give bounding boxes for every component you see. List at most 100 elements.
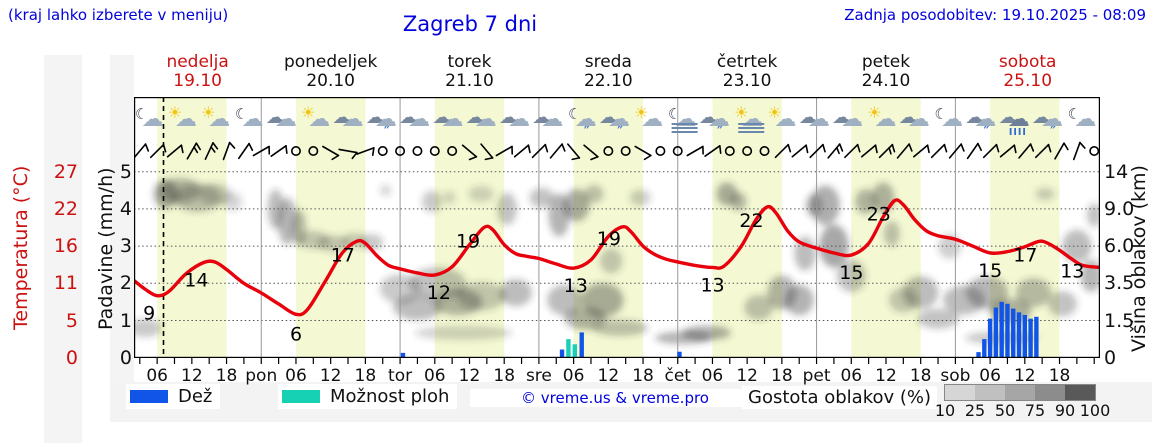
temperature-tick: 16 [53, 235, 78, 258]
day-header-sreda: sreda 22.10 [543, 53, 673, 91]
cloud-blob [916, 308, 960, 329]
x-tick-label: sob [940, 366, 970, 386]
temperature-value-label: 15 [839, 262, 863, 284]
temperature-curve [134, 198, 1100, 317]
svg-text:☁: ☁ [575, 107, 597, 132]
temperature-value-label: 19 [597, 228, 621, 250]
svg-text:″: ″ [617, 125, 623, 140]
calm-wind-icon [290, 145, 301, 156]
svg-text:☁: ☁ [874, 107, 896, 132]
weather-icon-cloud: ☁☁ [333, 107, 364, 132]
svg-text:☁: ☁ [308, 107, 330, 132]
wind-barb-icon [204, 142, 219, 160]
precipitation-tick: 4 [119, 197, 132, 220]
temperature-value-label: 23 [867, 204, 891, 226]
weather-icon-cloud: ☁☁ [466, 107, 497, 132]
cloud-blob [1035, 187, 1055, 201]
precipitation-tick: 0 [119, 346, 132, 369]
x-tick-label: 06 [563, 366, 585, 386]
cloud-density-gradient [944, 384, 1096, 401]
cloud-blob [855, 188, 877, 215]
svg-text:☁: ☁ [541, 107, 563, 132]
day-date: 23.10 [722, 71, 772, 91]
cloud-blob [529, 187, 554, 208]
cloud-blob [222, 192, 243, 211]
calm-wind-icon [395, 145, 406, 156]
temperature-point-labels: 9 14 6 17 12 19 13 19 13 22 15 23 15 17 13 [143, 204, 1084, 346]
svg-text:☁: ☁ [708, 107, 730, 132]
wind-barb-icon [930, 143, 948, 159]
rain-bar [999, 301, 1004, 358]
svg-text:☁: ☁ [974, 107, 996, 132]
rain-bar [400, 352, 406, 358]
weather-icon-cloud-rain: ☁☁ [999, 107, 1030, 135]
wind-barb-icon [567, 143, 581, 161]
svg-text:☁: ☁ [466, 107, 484, 128]
precipitation-tick: 5 [119, 160, 132, 183]
cloud-blob [629, 189, 651, 206]
weather-icon-moon-fog: ☾☁ [668, 105, 698, 133]
density-scale-label: 25 [964, 401, 986, 420]
svg-text:″: ″ [717, 125, 723, 140]
x-tick-label: 06 [285, 366, 307, 386]
wind-barb-icon [774, 143, 792, 159]
weather-icon-moon-cloud: ☾☁ [1068, 105, 1097, 132]
shower-label: Možnost ploh [330, 386, 450, 407]
weather-icon-sun-cloud: ☀☁ [201, 103, 230, 132]
day-header-torek: torek 21.10 [404, 53, 534, 91]
precipitation-tick: 1 [119, 309, 132, 332]
svg-text:☀: ☀ [301, 103, 315, 122]
weather-icon-cloud: ☁☁ [832, 107, 863, 132]
weather-icon-sun-cloud: ☀☁ [634, 103, 663, 132]
wind-barb-icon [495, 145, 514, 157]
wind-barb-icon [827, 143, 844, 159]
day-date: 24.10 [861, 71, 911, 91]
day-name: četrtek [716, 52, 778, 72]
x-tick-label: 06 [424, 366, 446, 386]
wind-barb-icon [270, 145, 288, 157]
svg-text:☁: ☁ [775, 107, 797, 132]
x-tick-label: 18 [632, 366, 654, 386]
calm-wind-icon [620, 145, 631, 156]
svg-text:☁: ☁ [799, 107, 817, 128]
day-name: petek [861, 52, 911, 72]
svg-text:☁: ☁ [432, 107, 450, 128]
wind-barb-icon [878, 143, 896, 159]
temperature-tick: 11 [53, 272, 78, 295]
precipitation-tick: 2 [119, 272, 132, 295]
temperature-value-label: 22 [739, 210, 763, 232]
x-tick-label: 18 [771, 366, 793, 386]
calm-wind-icon [308, 145, 319, 156]
rain-bar [677, 351, 682, 358]
density-scale-label: 10 [934, 401, 956, 420]
cloud-blob [1047, 291, 1077, 317]
cloud-blob [591, 319, 649, 337]
svg-text:☁: ☁ [399, 107, 417, 128]
weather-icon-sun-cloud: ☀☁ [867, 103, 896, 132]
cloud-blob [415, 325, 513, 341]
cloud-blob [393, 294, 442, 321]
x-tick-label: 18 [355, 366, 377, 386]
rain-bar [1028, 318, 1033, 358]
rain-bar [1016, 312, 1022, 358]
svg-text:☁: ☁ [808, 107, 830, 132]
wind-barb-icon [896, 143, 913, 159]
density-scale-label: 50 [994, 401, 1016, 420]
page-title: Zagreb 7 dni [402, 12, 538, 36]
cloud-height-tick: 9.0 [1104, 197, 1135, 220]
wind-barb-icon [1034, 143, 1052, 159]
calm-wind-icon [1089, 145, 1100, 156]
wind-barb-icon [461, 144, 478, 161]
svg-text:☁: ☁ [1008, 107, 1030, 132]
cloud-blob [317, 235, 350, 252]
svg-text:☁: ☁ [508, 107, 530, 132]
day-name: sobota [998, 52, 1057, 72]
x-tick-label: sre [526, 366, 552, 386]
cloud-blob [730, 192, 747, 211]
x-tick-label: 06 [840, 366, 862, 386]
svg-text:☁: ☁ [275, 107, 297, 132]
svg-text:☁: ☁ [941, 107, 963, 132]
svg-text:☀: ☀ [634, 103, 648, 122]
svg-text:☁: ☁ [965, 107, 983, 128]
density-gradient-segment [945, 385, 975, 400]
